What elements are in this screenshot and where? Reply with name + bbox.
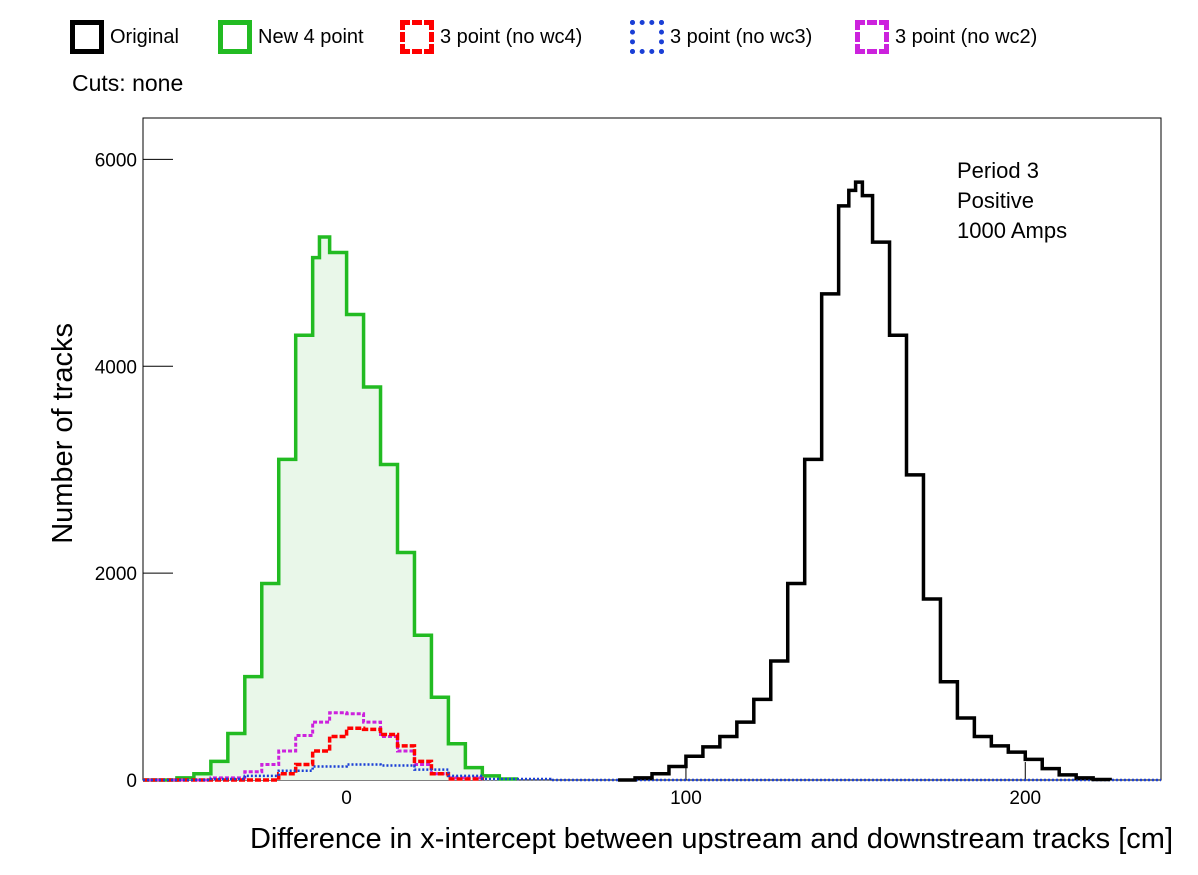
series-line-new-4-point <box>143 235 519 782</box>
x-axis-label: Difference in x-intercept between upstre… <box>250 823 1173 855</box>
annotation-line: Period 3 <box>957 158 1039 183</box>
x-tick-label: 100 <box>670 788 702 809</box>
y-tick-label: 4000 <box>95 357 137 378</box>
legend-label-no-wc4: 3 point (no wc4) <box>440 26 583 48</box>
y-tick-label: 6000 <box>95 150 137 171</box>
series-line-3-point-no-wc4- <box>143 726 485 782</box>
legend-swatch-no-wc2 <box>855 20 889 54</box>
legend-swatch-no-wc3 <box>630 20 664 54</box>
cuts-label: Cuts: none <box>72 70 184 96</box>
series-line-3-point-no-wc2- <box>143 711 484 782</box>
legend-label-no-wc2: 3 point (no wc2) <box>895 26 1038 48</box>
y-tick-label: 0 <box>126 771 137 792</box>
legend-swatch-new-4-point <box>218 20 252 54</box>
series-line-original <box>618 180 1112 782</box>
legend-swatch-no-wc4 <box>400 20 434 54</box>
x-tick-label: 0 <box>341 788 352 809</box>
legend-label-new-4-point: New 4 point <box>258 26 364 48</box>
annotation-line: Positive <box>957 188 1034 213</box>
legend-label-no-wc3: 3 point (no wc3) <box>670 26 813 48</box>
series-line-3-point-no-wc3- <box>143 763 1161 782</box>
series-fill-new-4-point <box>143 236 517 780</box>
y-axis-label: Number of tracks <box>47 323 79 544</box>
y-tick-label: 2000 <box>95 564 137 585</box>
legend-swatch-original <box>70 20 104 54</box>
annotation-line: 1000 Amps <box>957 218 1067 243</box>
x-tick-label: 200 <box>1009 788 1041 809</box>
legend-label-original: Original <box>110 26 179 48</box>
